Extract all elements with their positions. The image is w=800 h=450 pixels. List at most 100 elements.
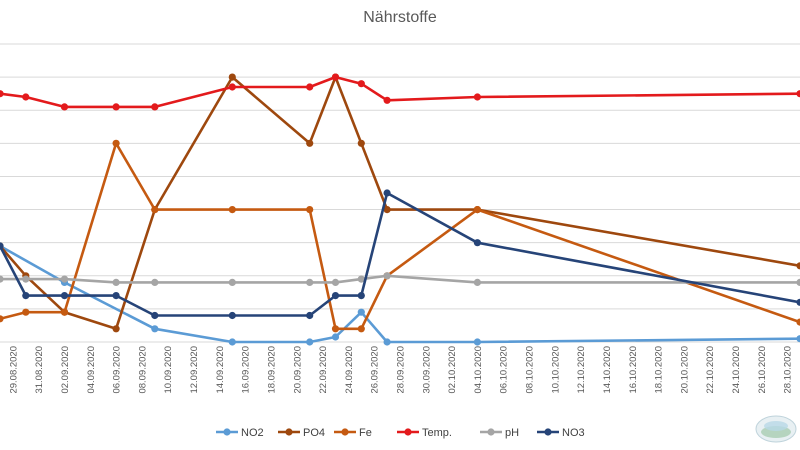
series-temp: [0, 73, 800, 111]
x-tick-label: 28.09.2020: [396, 346, 407, 394]
legend-marker: [404, 428, 412, 436]
x-tick-label: 31.08.2020: [34, 346, 45, 394]
data-point: [112, 292, 120, 300]
data-point: [60, 292, 69, 300]
x-tick-label: 18.09.2020: [266, 346, 277, 394]
legend-item: PO4: [278, 427, 325, 439]
data-point: [796, 278, 800, 286]
data-point: [22, 275, 30, 283]
chart-title: Nährstoffe: [363, 9, 437, 26]
data-point: [357, 275, 365, 283]
x-tick-label: 22.10.2020: [705, 346, 716, 394]
x-tick-label: 02.09.2020: [60, 346, 71, 394]
data-point: [473, 278, 481, 286]
x-tick-label: 04.10.2020: [473, 346, 484, 394]
x-tick-label: 02.10.2020: [447, 346, 458, 394]
series-line: [0, 75, 800, 109]
series-line: [0, 75, 800, 331]
x-tick-label: 08.10.2020: [525, 346, 536, 394]
data-point: [383, 189, 391, 197]
x-tick-label: 08.09.2020: [137, 346, 148, 394]
data-point: [473, 206, 481, 214]
series-fe: [0, 139, 800, 333]
legend-item: pH: [480, 427, 519, 439]
legend-label: pH: [505, 427, 519, 439]
data-point: [60, 275, 69, 283]
data-point: [331, 325, 340, 333]
data-point: [331, 73, 340, 81]
x-tick-label: 04.09.2020: [86, 346, 97, 394]
data-point: [306, 278, 314, 286]
x-tick-label: 06.09.2020: [112, 346, 123, 394]
data-point: [383, 206, 391, 214]
data-point: [112, 139, 120, 147]
x-tick-label: 24.09.2020: [344, 346, 355, 394]
data-point: [796, 298, 800, 306]
data-point: [151, 311, 159, 320]
x-tick-label: 20.09.2020: [292, 346, 303, 394]
data-point: [151, 278, 159, 286]
data-point: [473, 239, 481, 247]
data-point: [357, 292, 365, 300]
legend-marker: [285, 428, 293, 436]
legend-marker: [544, 428, 552, 436]
series-line: [0, 142, 800, 331]
x-tick-label: 14.09.2020: [215, 346, 226, 394]
data-point: [228, 206, 236, 214]
series-line: [0, 274, 800, 284]
legend-item: NO3: [537, 427, 585, 439]
data-point: [22, 308, 30, 316]
data-point: [796, 335, 800, 343]
legend-label: PO4: [303, 427, 325, 439]
legend-marker: [487, 428, 495, 436]
data-point: [357, 325, 365, 333]
x-tick-label: 22.09.2020: [318, 346, 329, 394]
x-tick-label: 16.09.2020: [241, 346, 252, 394]
x-tick-label: 26.10.2020: [757, 346, 768, 394]
data-point: [228, 83, 236, 91]
legend-label: NO2: [241, 427, 264, 439]
legend-item: Temp.: [397, 427, 452, 439]
legend-item: NO2: [216, 427, 264, 439]
data-point: [22, 292, 30, 300]
x-tick-label: 12.09.2020: [189, 346, 200, 394]
data-point: [112, 103, 120, 111]
series-po4: [0, 73, 800, 333]
data-point: [228, 278, 236, 286]
data-point: [796, 90, 800, 98]
x-tick-label: 18.10.2020: [654, 346, 665, 394]
data-point: [473, 338, 481, 346]
data-point: [357, 308, 365, 316]
series-no3: [0, 189, 800, 320]
x-tick-label: 10.10.2020: [550, 346, 561, 394]
data-point: [112, 278, 120, 286]
data-point: [796, 318, 800, 326]
data-point: [306, 338, 314, 346]
data-point: [306, 83, 314, 91]
data-point: [383, 96, 391, 104]
legend-item: Fe: [334, 427, 372, 439]
x-tick-label: 16.10.2020: [628, 346, 639, 394]
legend-label: NO3: [562, 427, 585, 439]
data-point: [151, 206, 159, 214]
x-tick-label: 28.10.2020: [783, 346, 794, 394]
x-tick-label: 14.10.2020: [602, 346, 613, 394]
series-line: [0, 191, 800, 317]
data-point: [473, 93, 481, 101]
data-point: [306, 139, 314, 147]
x-tick-label: 10.09.2020: [163, 346, 174, 394]
data-point: [151, 103, 159, 111]
watermark-logo-icon: [755, 415, 797, 443]
data-point: [22, 93, 30, 101]
data-point: [228, 311, 236, 320]
data-point: [383, 272, 391, 280]
data-point: [357, 80, 365, 88]
data-point: [60, 103, 69, 111]
data-point: [228, 338, 236, 346]
series-layer: [0, 73, 800, 346]
x-axis-tick-labels: 29.08.2020 31.08.2020 02.09.2020 04.09.2020…: [8, 346, 793, 394]
data-point: [357, 139, 365, 147]
x-tick-label: 12.10.2020: [576, 346, 587, 394]
series-line: [0, 244, 800, 344]
